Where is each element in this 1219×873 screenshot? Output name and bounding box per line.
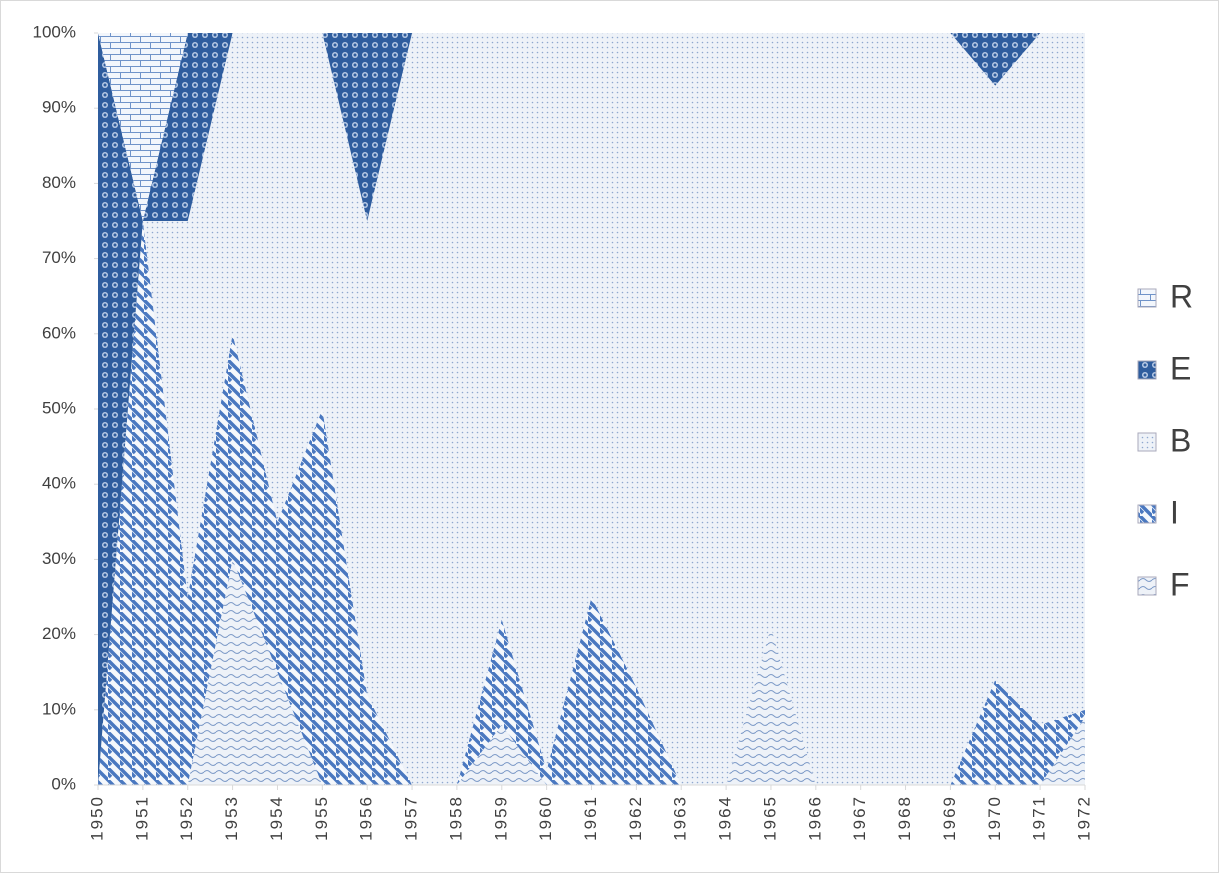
x-tick-label: 1968 — [895, 795, 914, 841]
x-tick-label: 1950 — [87, 795, 106, 841]
x-tick-label: 1954 — [267, 795, 286, 841]
y-tick-label: 20% — [42, 624, 76, 643]
x-tick-label: 1957 — [402, 795, 421, 841]
x-tick-label: 1970 — [985, 795, 1004, 841]
legend-label: E — [1170, 350, 1191, 386]
x-tick-label: 1959 — [491, 795, 510, 841]
y-tick-label: 60% — [42, 323, 76, 342]
legend-swatch — [1137, 432, 1157, 452]
x-tick-label: 1956 — [357, 795, 376, 841]
legend-label: B — [1170, 422, 1191, 458]
x-tick-label: 1962 — [626, 795, 645, 841]
x-tick-label: 1963 — [671, 795, 690, 841]
y-tick-label: 30% — [42, 549, 76, 568]
y-tick-label: 100% — [33, 22, 76, 41]
area — [98, 559, 1085, 785]
x-tick-label: 1951 — [132, 795, 151, 841]
y-tick-label: 50% — [42, 398, 76, 417]
x-tick-label: 1960 — [536, 795, 555, 841]
legend-swatch — [1137, 360, 1157, 380]
legend-swatch — [1137, 504, 1157, 524]
x-tick-label: 1965 — [760, 795, 779, 841]
x-tick-label: 1958 — [446, 795, 465, 841]
area — [98, 33, 1085, 785]
x-tick-label: 1961 — [581, 795, 600, 841]
area — [98, 33, 1085, 785]
y-tick-label: 0% — [51, 774, 76, 793]
y-tick-label: 90% — [42, 98, 76, 117]
x-tick-label: 1971 — [1030, 795, 1049, 841]
y-tick-label: 40% — [42, 474, 76, 493]
legend-label: F — [1170, 566, 1190, 602]
x-tick-label: 1966 — [805, 795, 824, 841]
x-tick-label: 1972 — [1074, 795, 1093, 841]
legend-label: R — [1170, 278, 1193, 314]
x-tick-label: 1969 — [940, 795, 959, 841]
y-tick-label: 70% — [42, 248, 76, 267]
x-tick-label: 1952 — [177, 795, 196, 841]
y-tick-label: 80% — [42, 173, 76, 192]
legend-swatch — [1137, 576, 1157, 596]
x-tick-label: 1955 — [312, 795, 331, 841]
y-tick-label: 10% — [42, 699, 76, 718]
area — [98, 221, 1085, 785]
legend-swatch — [1137, 288, 1157, 308]
legend-label: I — [1170, 494, 1179, 530]
x-tick-label: 1967 — [850, 795, 869, 841]
x-tick-label: 1953 — [222, 795, 241, 841]
x-tick-label: 1964 — [716, 795, 735, 841]
